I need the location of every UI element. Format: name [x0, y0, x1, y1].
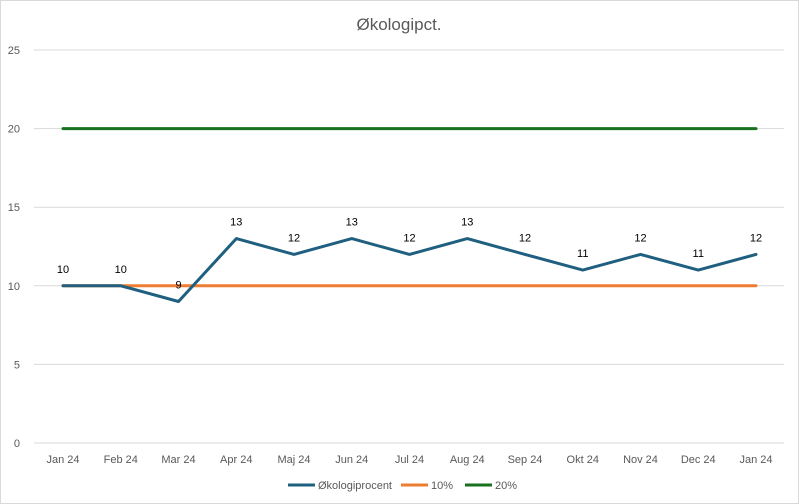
data-label: 13 [346, 217, 358, 229]
y-tick-label: 15 [8, 202, 20, 214]
x-axis-ticks: Jan 24 Feb 24 Mar 24 Apr 24 Maj 24 Jun 24 Jul … [46, 454, 772, 466]
x-tick-label: Dec 24 [681, 454, 716, 466]
data-label: 11 [693, 248, 704, 260]
x-tick-label: Jun 24 [335, 454, 368, 466]
legend-label: Økologiprocent [318, 480, 392, 492]
data-label: 12 [288, 232, 300, 244]
x-tick-label: Apr 24 [220, 454, 252, 466]
data-label: 13 [461, 217, 473, 229]
legend-label: 20% [495, 480, 517, 492]
x-tick-label: Jan 24 [739, 454, 772, 466]
series-lines [61, 127, 758, 303]
x-tick-label: Feb 24 [104, 454, 138, 466]
data-label: 9 [175, 280, 181, 292]
y-tick-label: 5 [14, 359, 20, 371]
gridlines [34, 49, 784, 444]
y-tick-label: 10 [8, 281, 20, 293]
data-labels: 10 10 9 13 12 13 12 13 12 11 12 11 12 [57, 217, 762, 292]
data-label: 11 [577, 248, 588, 260]
data-label: 12 [403, 232, 415, 244]
data-label: 10 [57, 264, 69, 276]
series-line [61, 237, 758, 303]
x-tick-label: Mar 24 [161, 454, 195, 466]
x-tick-label: Sep 24 [508, 454, 543, 466]
data-label: 10 [115, 264, 127, 276]
chart-title: Økologipct. [356, 15, 441, 34]
y-tick-label: 20 [8, 124, 20, 136]
legend: Økologiprocent 10% 20% [288, 480, 517, 492]
data-label: 13 [230, 217, 242, 229]
x-tick-label: Okt 24 [567, 454, 599, 466]
y-tick-label: 25 [8, 45, 20, 57]
x-tick-label: Aug 24 [450, 454, 485, 466]
y-tick-label: 0 [14, 438, 20, 450]
data-label: 12 [634, 232, 646, 244]
x-tick-label: Jul 24 [395, 454, 424, 466]
x-tick-label: Maj 24 [277, 454, 310, 466]
data-label: 12 [519, 232, 531, 244]
x-tick-label: Nov 24 [623, 454, 658, 466]
legend-label: 10% [431, 480, 453, 492]
x-tick-label: Jan 24 [46, 454, 79, 466]
y-axis-ticks: 0 5 10 15 20 25 [8, 45, 20, 450]
data-label: 12 [750, 232, 762, 244]
